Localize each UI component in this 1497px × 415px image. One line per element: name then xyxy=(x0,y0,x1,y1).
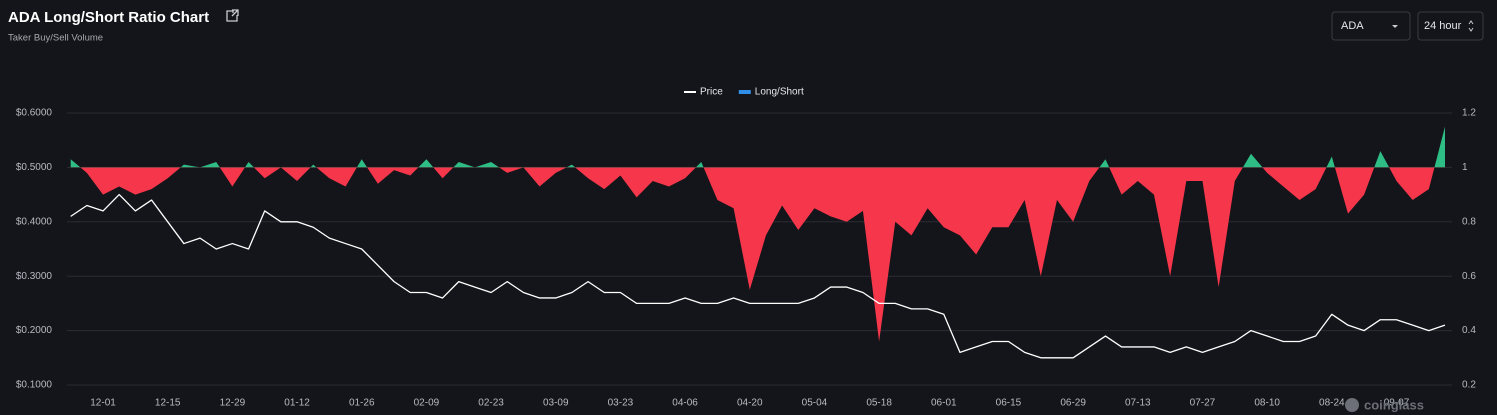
ratio-area-down xyxy=(70,167,1445,342)
x-tick-label: 08-24 xyxy=(1319,398,1345,409)
icon-box xyxy=(226,10,238,22)
x-tick-label: 07-13 xyxy=(1125,398,1151,409)
y-tick-label: $0.2000 xyxy=(16,325,53,336)
marks xyxy=(70,126,1446,359)
y2-tick-label: 1 xyxy=(1462,162,1468,173)
y-tick-label: $0.6000 xyxy=(16,108,53,119)
x-tick-label: 06-15 xyxy=(996,398,1022,409)
axes: $0.1000 $0.2000 $0.3000 $0.4000 $0.5000 $0.60… xyxy=(16,108,1476,409)
legend-label: Long/Short xyxy=(755,87,804,98)
chart-title: ADA Long/Short Ratio Chart xyxy=(8,9,209,26)
legend-label: Price xyxy=(700,87,723,98)
x-tick-label: 07-27 xyxy=(1190,398,1216,409)
coin-select[interactable] xyxy=(1331,11,1411,41)
y-tick-label: $0.3000 xyxy=(16,271,53,282)
x-tick-label: 12-29 xyxy=(220,398,246,409)
x-tick-label: 04-20 xyxy=(737,398,763,409)
y2-tick-label: 1.2 xyxy=(1462,108,1476,119)
icon-arrow xyxy=(231,9,239,17)
legend-swatch xyxy=(738,90,751,94)
watermark-logo xyxy=(1345,398,1359,412)
select-caret xyxy=(1392,25,1398,28)
y-tick-label: $0.5000 xyxy=(16,162,53,173)
y-tick-label: $0.1000 xyxy=(16,380,53,391)
y2-tick-label: 0.6 xyxy=(1462,271,1476,282)
select-updown xyxy=(1468,20,1474,32)
interval-select-label: 24 hour xyxy=(1424,20,1462,32)
x-tick-label: 06-29 xyxy=(1060,398,1086,409)
chart-subtitle: Taker Buy/Sell Volume xyxy=(8,33,103,44)
x-tick-label: 06-01 xyxy=(931,398,957,409)
x-tick-label: 12-15 xyxy=(155,398,181,409)
y2-tick-label: 0.4 xyxy=(1462,325,1476,336)
price-line xyxy=(70,193,1446,359)
x-tick-label: 12-01 xyxy=(90,398,116,409)
y2-tick-label: 0.2 xyxy=(1462,380,1476,391)
y-tick-label: $0.4000 xyxy=(16,216,53,227)
x-tick-label: 04-06 xyxy=(672,398,698,409)
x-tick-label: 01-12 xyxy=(284,398,310,409)
x-tick-label: 03-23 xyxy=(608,398,634,409)
x-tick-label: 02-09 xyxy=(414,398,440,409)
external-link-icon[interactable] xyxy=(226,9,239,22)
y2-tick-label: 0.8 xyxy=(1462,216,1476,227)
x-tick-label: 02-23 xyxy=(478,398,504,409)
x-tick-label: 09-07 xyxy=(1384,398,1410,409)
x-tick-label: 05-18 xyxy=(866,398,892,409)
coin-select-label: ADA xyxy=(1341,20,1364,32)
watermark: coinglass xyxy=(1364,397,1424,412)
x-tick-label: 03-09 xyxy=(543,398,569,409)
x-tick-label: 05-04 xyxy=(802,398,828,409)
legend: Price Long/Short xyxy=(684,87,804,98)
x-tick-label: 08-10 xyxy=(1254,398,1280,409)
x-tick-label: 01-26 xyxy=(349,398,375,409)
interval-select[interactable] xyxy=(1417,11,1484,41)
